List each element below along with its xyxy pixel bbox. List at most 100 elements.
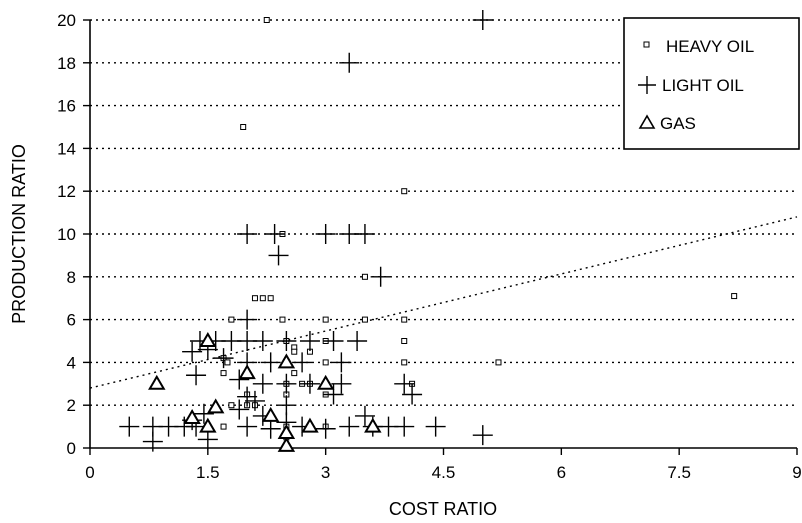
legend-entry-light-oil: LIGHT OIL	[638, 76, 744, 95]
light-oil-point	[323, 331, 344, 351]
y-tick-label: 12	[57, 182, 76, 201]
light-oil-point	[315, 224, 336, 244]
light-oil-point	[158, 416, 179, 437]
light-oil-point	[276, 331, 297, 351]
light-oil-point	[244, 390, 265, 411]
light-oil-point	[472, 425, 493, 446]
gas-point	[364, 417, 382, 433]
light-oil-point	[370, 266, 391, 287]
light-oil-point	[339, 416, 360, 437]
y-axis-title: PRODUCTION RATIO	[9, 144, 29, 324]
x-tick-label: 4.5	[432, 463, 456, 482]
legend-plus-marker-icon	[638, 76, 656, 94]
heavy-oil-point	[251, 295, 258, 302]
light-oil-point	[315, 418, 336, 439]
x-tick-label: 0	[85, 463, 94, 482]
y-tick-label: 14	[57, 139, 76, 158]
heavy-oil-point	[322, 359, 329, 366]
y-tick-label: 10	[57, 225, 76, 244]
heavy-oil-point	[401, 359, 408, 366]
gas-point	[277, 436, 296, 452]
heavy-oil-point	[220, 423, 227, 430]
light-oil-point	[354, 224, 375, 244]
light-oil-point	[472, 10, 493, 30]
light-oil-point	[331, 373, 352, 394]
heavy-oil-point	[291, 348, 298, 355]
x-tick-label: 9	[792, 463, 801, 482]
x-ticks: 0 1.5 3 4.5 6 7.5 9	[85, 448, 802, 482]
gas-point	[238, 364, 256, 380]
light-oil-point	[292, 352, 313, 373]
heavy-oil-point	[361, 316, 368, 323]
gas-point	[148, 374, 166, 390]
heavy-oil-point	[731, 293, 738, 300]
gas-point	[316, 374, 335, 390]
gas-point	[261, 406, 280, 422]
light-oil-point	[119, 416, 140, 437]
heavy-oil-point	[228, 316, 235, 323]
legend: HEAVY OIL LIGHT OIL GAS	[623, 17, 800, 150]
heavy-oil-point	[279, 316, 286, 323]
gas-point	[301, 417, 319, 433]
light-oil-point	[331, 352, 352, 373]
light-oil-point	[276, 373, 297, 394]
legend-label-light-oil: LIGHT OIL	[662, 76, 744, 95]
y-tick-label: 16	[57, 97, 76, 116]
light-oil-point	[354, 405, 375, 426]
gas-point	[277, 353, 296, 369]
light-oil-point	[425, 416, 446, 437]
light-oil-point	[394, 416, 415, 437]
light-oil-point	[264, 224, 285, 244]
light-oil-point	[276, 395, 297, 416]
gas-point	[277, 424, 296, 440]
legend-entry-gas: GAS	[638, 114, 696, 133]
heavy-oil-point	[322, 316, 329, 323]
light-oil-point	[229, 399, 250, 420]
x-tick-label: 7.5	[667, 463, 691, 482]
light-oil-point	[237, 309, 258, 330]
light-oil-point	[347, 331, 368, 351]
heavy-oil-point	[220, 370, 227, 377]
heavy-oil-point	[291, 370, 298, 377]
light-oil-point	[260, 352, 281, 373]
y-tick-label: 6	[67, 311, 76, 330]
x-tick-label: 3	[321, 463, 330, 482]
x-tick-label: 6	[557, 463, 566, 482]
light-oil-point	[237, 224, 258, 244]
light-oil-point	[213, 348, 234, 369]
light-oil-point	[182, 341, 203, 362]
light-oil-point	[252, 331, 273, 351]
legend-label-heavy-oil: HEAVY OIL	[666, 37, 754, 56]
light-oil-point	[260, 418, 281, 439]
light-oil-point	[237, 416, 258, 437]
light-oil-point	[142, 431, 163, 452]
heavy-oil-point	[401, 188, 408, 195]
y-tick-label: 2	[67, 396, 76, 415]
heavy-oil-point	[259, 295, 266, 302]
light-oil-point	[299, 373, 320, 394]
light-oil-point	[237, 386, 258, 407]
light-oil-point	[402, 384, 423, 405]
heavy-oil-point	[240, 124, 247, 130]
light-oil-point	[299, 331, 320, 351]
light-oil-point	[186, 365, 207, 386]
light-oil-point	[323, 384, 344, 405]
heavy-oil-point	[361, 273, 368, 280]
legend-square-marker-icon	[643, 41, 650, 48]
gas-point	[206, 398, 225, 414]
light-oil-point	[229, 369, 250, 390]
light-oil-point	[268, 245, 289, 266]
legend-label-gas: GAS	[660, 114, 696, 133]
x-axis-title: COST RATIO	[389, 499, 497, 519]
light-oil-point	[394, 373, 415, 394]
gas-point	[199, 417, 217, 433]
heavy-oil-point	[401, 338, 408, 344]
heavy-oil-point	[263, 17, 270, 23]
y-tick-label: 0	[67, 439, 76, 458]
y-tick-label: 4	[67, 353, 76, 372]
x-tick-label: 1.5	[196, 463, 220, 482]
y-tick-label: 20	[57, 11, 76, 30]
light-oil-point	[193, 403, 214, 424]
data-points	[119, 10, 738, 452]
